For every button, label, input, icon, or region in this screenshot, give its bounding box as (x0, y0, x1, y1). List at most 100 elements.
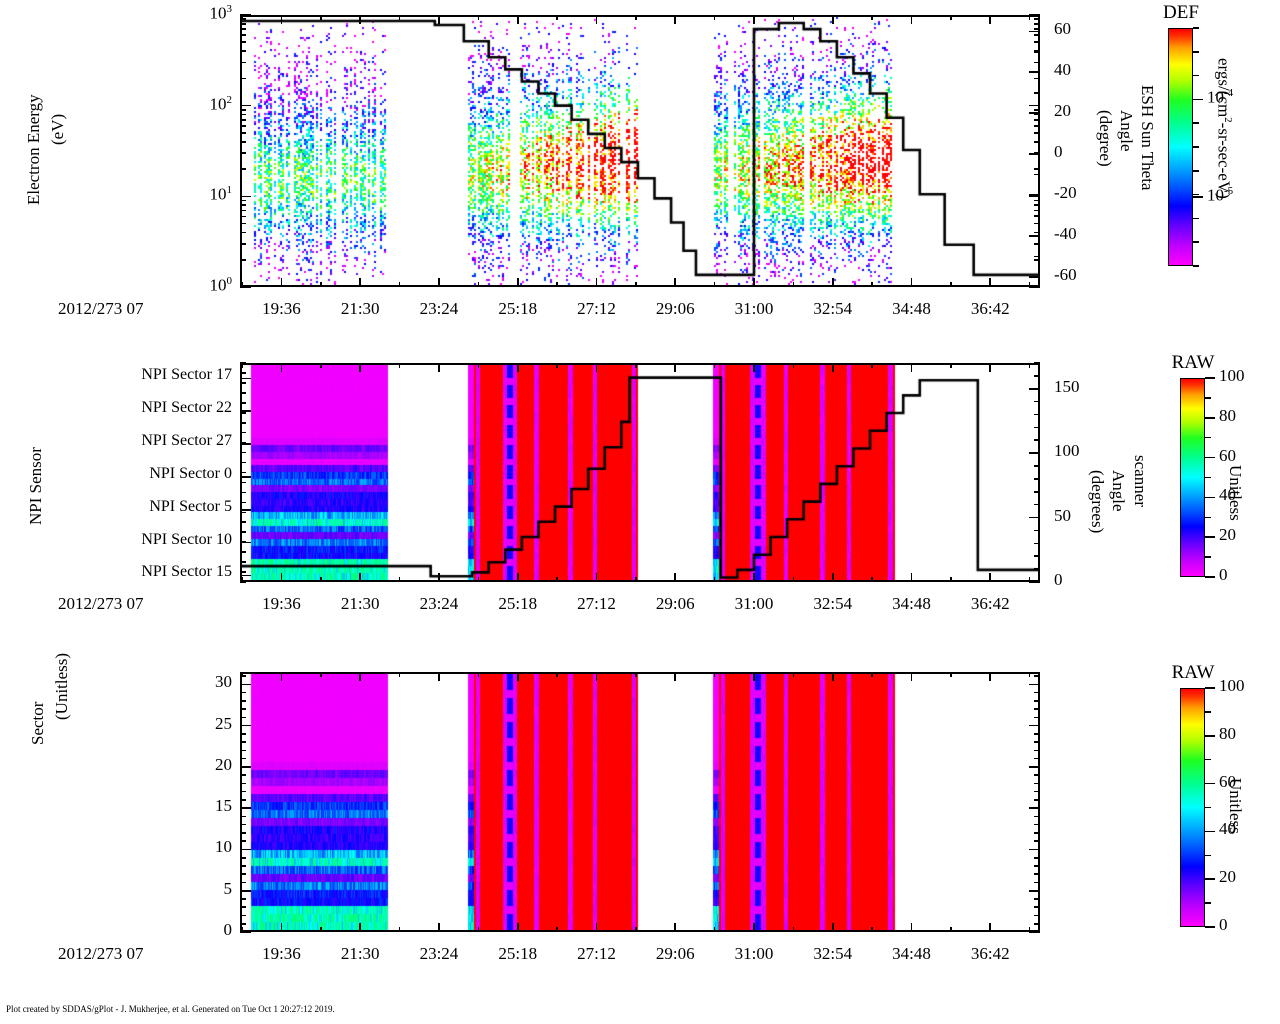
colorbar-tick (1205, 377, 1215, 379)
colorbar-minor-tick (1193, 27, 1199, 29)
xaxis-tick-label: 29:06 (655, 299, 695, 318)
electron-energy-spectrogram (242, 17, 1038, 285)
xaxis-tick-label: 36:42 (970, 594, 1010, 613)
panel1-right-label-degree: (degree) (1096, 110, 1115, 167)
xaxis-tick-label: 23:24 (419, 594, 459, 613)
colorbar-tick (1205, 830, 1215, 833)
panel1-right-tick-label: 60 (1054, 19, 1071, 39)
colorbar-tick (1205, 735, 1215, 737)
colorbar-minor-tick (1205, 902, 1211, 904)
xaxis-tick-label: 19:36 (262, 594, 301, 613)
colorbar-tick-label: 0 (1219, 565, 1228, 584)
colorbar-minor-tick (1205, 854, 1211, 857)
xaxis-tick-label: 25:18 (498, 299, 538, 318)
panel1-ytick-label: 101 (209, 184, 233, 204)
colorbar-minor-tick (1193, 217, 1199, 220)
xaxis-tick-label: 29:06 (655, 944, 695, 963)
panel1-right-tick-label: -60 (1054, 264, 1077, 284)
xaxis-tick-label: 21:30 (340, 944, 380, 963)
colorbar-def-unit: ergs/(cm2-sr-sec-eV) (1214, 58, 1234, 199)
xaxis-tick-label: 31:00 (734, 594, 774, 613)
npi-sensor-spectrogram (242, 365, 1038, 580)
xaxis-tick-label: 32:54 (813, 299, 853, 318)
colorbar-tick (1205, 417, 1215, 419)
xaxis-tick-label: 32:54 (813, 594, 853, 613)
date-label: 2012/273 07 (58, 944, 144, 963)
panel1-right-tick-label: -20 (1054, 182, 1077, 202)
colorbar-minor-tick (1205, 436, 1211, 439)
panel3-ylabel-unitless: (Unitless) (52, 652, 71, 720)
xaxis-tick-label: 27:12 (577, 299, 616, 318)
xaxis-tick-label: 23:24 (419, 944, 459, 963)
colorbar-raw-panel3-unit: Unitless (1226, 778, 1245, 834)
xaxis-tick-label: 31:00 (734, 299, 774, 318)
colorbar-minor-tick (1193, 98, 1199, 101)
panel2-right-tick-label: 0 (1054, 570, 1063, 589)
xaxis-tick-label: 21:30 (340, 299, 380, 318)
colorbar-minor-tick (1205, 758, 1211, 761)
xaxis-tick-label: 27:12 (577, 944, 616, 963)
colorbar-tick-label: 0 (1219, 915, 1228, 934)
panel1-right-tick-label: 0 (1054, 142, 1063, 162)
panel2-ytick-label: NPI Sector 10 (141, 530, 232, 548)
colorbar-raw-panel3 (1180, 688, 1205, 927)
colorbar-minor-tick (1205, 556, 1211, 558)
colorbar-tick (1205, 782, 1215, 785)
footer-credit: Plot created by SDDAS/gPlot - J. Mukherj… (6, 1004, 335, 1014)
xaxis-tick-label: 21:30 (340, 594, 380, 613)
colorbar-tick (1205, 456, 1215, 459)
colorbar-tick-label: 80 (1219, 723, 1236, 743)
colorbar-minor-tick (1205, 397, 1211, 399)
colorbar-minor-tick (1193, 122, 1199, 124)
panel1-right-tick-label: 40 (1054, 60, 1071, 80)
panel3-ytick-label: 15 (215, 796, 232, 816)
panel1-right-label-angle: Angle (1117, 110, 1136, 152)
panel2-right-tick-label: 100 (1054, 441, 1080, 461)
xaxis-tick-label: 36:42 (970, 944, 1010, 963)
panel2-ytick-label: NPI Sector 22 (141, 399, 232, 417)
panel2-right-label-angle: Angle (1109, 470, 1128, 512)
panel1-ylabel-line2: (eV) (48, 113, 67, 145)
xaxis-tick-label: 29:06 (655, 594, 695, 613)
panel2-ytick-label: NPI Sector 17 (141, 366, 232, 384)
colorbar-minor-tick (1193, 51, 1199, 53)
colorbar-raw-panel2-unit: Unitless (1226, 465, 1245, 521)
colorbar-raw-panel2 (1180, 378, 1205, 577)
colorbar-minor-tick (1205, 516, 1211, 519)
panel2-ylabel-npi-sensor: NPI Sensor (26, 447, 45, 525)
colorbar-tick (1205, 536, 1215, 538)
colorbar-tick (1205, 687, 1215, 689)
colorbar-minor-tick (1193, 74, 1199, 77)
xaxis-tick-label: 34:48 (892, 594, 931, 613)
panel3-ylabel-sector: Sector (28, 701, 47, 745)
xaxis-tick-label: 19:36 (262, 299, 301, 318)
xaxis-tick-label: 34:48 (892, 299, 931, 318)
colorbar-def-title: DEF (1163, 2, 1199, 23)
sector-spectrogram (242, 674, 1038, 930)
panel3-ytick-label: 0 (223, 920, 233, 939)
colorbar-minor-tick (1193, 265, 1199, 267)
colorbar-tick-label: 80 (1219, 405, 1236, 425)
panel1-ytick-label: 102 (209, 93, 233, 114)
colorbar-tick (1205, 576, 1215, 578)
colorbar-tick (1193, 98, 1203, 101)
xaxis-tick-label: 31:00 (734, 944, 774, 963)
xaxis-tick-label: 32:54 (813, 944, 853, 963)
panel3-ytick-label: 10 (215, 837, 232, 857)
colorbar-tick (1205, 878, 1215, 880)
colorbar-tick-label: 60 (1219, 445, 1236, 465)
date-label: 2012/273 07 (58, 299, 144, 318)
panel1-ytick-label: 103 (209, 3, 233, 23)
panel2-ytick-label: NPI Sector 27 (141, 432, 232, 450)
panel1-right-label-esh-sun-theta: ESH Sun Theta (1138, 85, 1157, 191)
panel2-ytick-label: NPI Sector 15 (141, 563, 232, 581)
panel2-right-label-scanner: scanner (1131, 455, 1150, 507)
xaxis-tick-label: 25:18 (498, 944, 538, 963)
colorbar-minor-tick (1193, 146, 1199, 148)
panel1-right-tick-label: 20 (1054, 101, 1071, 121)
colorbar-raw-panel3-title: RAW (1171, 662, 1215, 683)
xaxis-tick-label: 36:42 (970, 299, 1010, 318)
panel3-ytick-label: 30 (215, 672, 232, 692)
panel1-ytick-label: 100 (209, 275, 233, 295)
xaxis-tick-label: 19:36 (262, 944, 301, 963)
